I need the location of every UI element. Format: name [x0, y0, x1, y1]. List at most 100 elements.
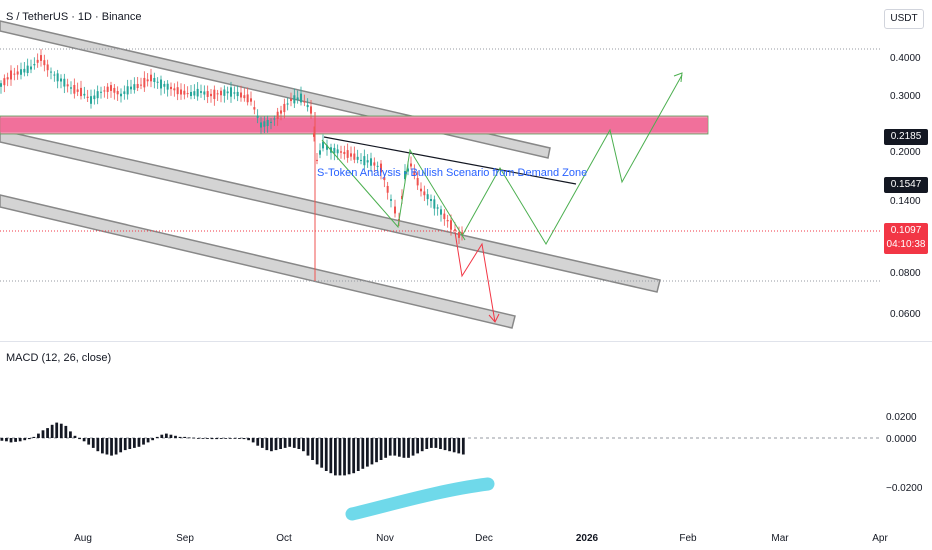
macd-bar	[434, 438, 438, 448]
candle-body	[76, 89, 79, 92]
macd-bar	[91, 438, 95, 448]
price-label-level-1: 0.2185	[884, 129, 928, 145]
candle-body	[153, 77, 156, 83]
candle-body	[163, 83, 166, 87]
macd-bar	[393, 438, 397, 456]
demand-zone-inner	[0, 118, 708, 132]
candle-body	[276, 111, 279, 119]
candle-body	[10, 70, 12, 80]
candle-body	[26, 65, 29, 74]
time-axis[interactable]: Aug Sep Oct Nov Dec 2026 Feb Mar Apr	[74, 533, 888, 544]
candle-body	[290, 98, 292, 102]
macd-bar	[260, 438, 264, 448]
candle-body	[190, 91, 192, 97]
candle-body	[90, 96, 92, 104]
candle-body	[446, 220, 449, 222]
candle-body	[186, 93, 189, 95]
macd-axis[interactable]: 0.0200 0.0000 −0.0200	[886, 412, 923, 494]
candle-body	[407, 168, 409, 172]
macd-bar	[265, 438, 269, 451]
macd-bar	[238, 438, 241, 439]
macd-bar	[228, 438, 232, 439]
candle-body	[333, 147, 336, 154]
price-tick-label: 0.2000	[890, 147, 921, 158]
candle-body	[170, 86, 172, 90]
time-tick-label: Oct	[276, 533, 292, 544]
candle-body	[106, 86, 109, 92]
candle-body	[83, 93, 86, 96]
macd-bar	[101, 438, 104, 454]
macd-bar	[201, 438, 205, 439]
candle-body	[313, 133, 315, 137]
macd-bar	[27, 438, 31, 440]
macd-bar	[461, 438, 465, 455]
macd-bar	[251, 438, 255, 443]
macd-bar	[361, 438, 365, 469]
macd-bar	[41, 430, 45, 438]
candle-body	[73, 85, 76, 94]
macd-bar	[411, 438, 415, 456]
macd-bar	[23, 438, 27, 441]
time-tick-label: Apr	[872, 533, 888, 544]
candle-body	[376, 165, 379, 167]
macd-bar	[297, 438, 301, 449]
time-tick-label: Feb	[679, 533, 697, 544]
candle-body	[266, 119, 269, 127]
candle-body	[230, 87, 232, 97]
time-tick-label: Nov	[376, 533, 394, 544]
macd-bar	[407, 438, 410, 458]
candle-body	[256, 115, 259, 118]
macd-bar	[183, 436, 187, 438]
macd-bar	[292, 438, 296, 448]
candle-body	[233, 92, 236, 94]
candle-body	[220, 90, 222, 96]
macd-bar	[32, 436, 36, 438]
candle-body	[443, 213, 446, 220]
macd-bar	[384, 438, 388, 458]
candle-body	[13, 73, 16, 75]
macd-bar	[256, 438, 260, 446]
macd-bar	[174, 435, 177, 438]
macd-bar	[402, 438, 406, 458]
candle-body	[310, 106, 312, 114]
pane-divider[interactable]	[0, 341, 932, 342]
macd-bar	[50, 424, 54, 438]
price-axis[interactable]: 0.4000 0.3000 0.2000 0.1400 0.0800 0.0600	[890, 53, 921, 320]
candle-body	[110, 85, 112, 91]
macd-bar	[338, 438, 342, 476]
currency-button[interactable]: USDT	[884, 9, 924, 29]
candle-body	[36, 59, 39, 63]
candle-body	[176, 87, 179, 95]
candle-body	[303, 101, 306, 103]
macd-bar	[87, 438, 91, 445]
candle-body	[430, 198, 432, 202]
macd-bar	[347, 438, 351, 475]
macd-bar	[151, 438, 155, 441]
candle-body	[40, 55, 42, 61]
candle-body	[273, 118, 276, 120]
candle-body	[43, 60, 46, 66]
macd-bar	[311, 438, 314, 460]
candle-body	[123, 91, 126, 94]
macd-bar	[375, 438, 378, 463]
candle-body	[130, 86, 132, 90]
candle-body	[56, 73, 59, 82]
time-tick-label: Dec	[475, 533, 493, 544]
macd-bar	[320, 438, 324, 468]
macd-bar	[132, 438, 136, 448]
candle-body	[166, 83, 169, 90]
candle-body	[350, 153, 352, 157]
macd-bar	[206, 438, 209, 439]
time-tick-label: 2026	[576, 533, 599, 544]
candle-body	[363, 156, 366, 166]
macd-bar	[365, 438, 369, 467]
candle-body	[133, 84, 136, 90]
candle-body	[223, 89, 226, 96]
macd-bar	[196, 438, 200, 439]
candle-body	[146, 79, 149, 82]
candle-body	[196, 88, 199, 97]
candle-body	[93, 95, 96, 100]
macd-bar	[155, 436, 159, 438]
macd-bar	[283, 438, 287, 448]
